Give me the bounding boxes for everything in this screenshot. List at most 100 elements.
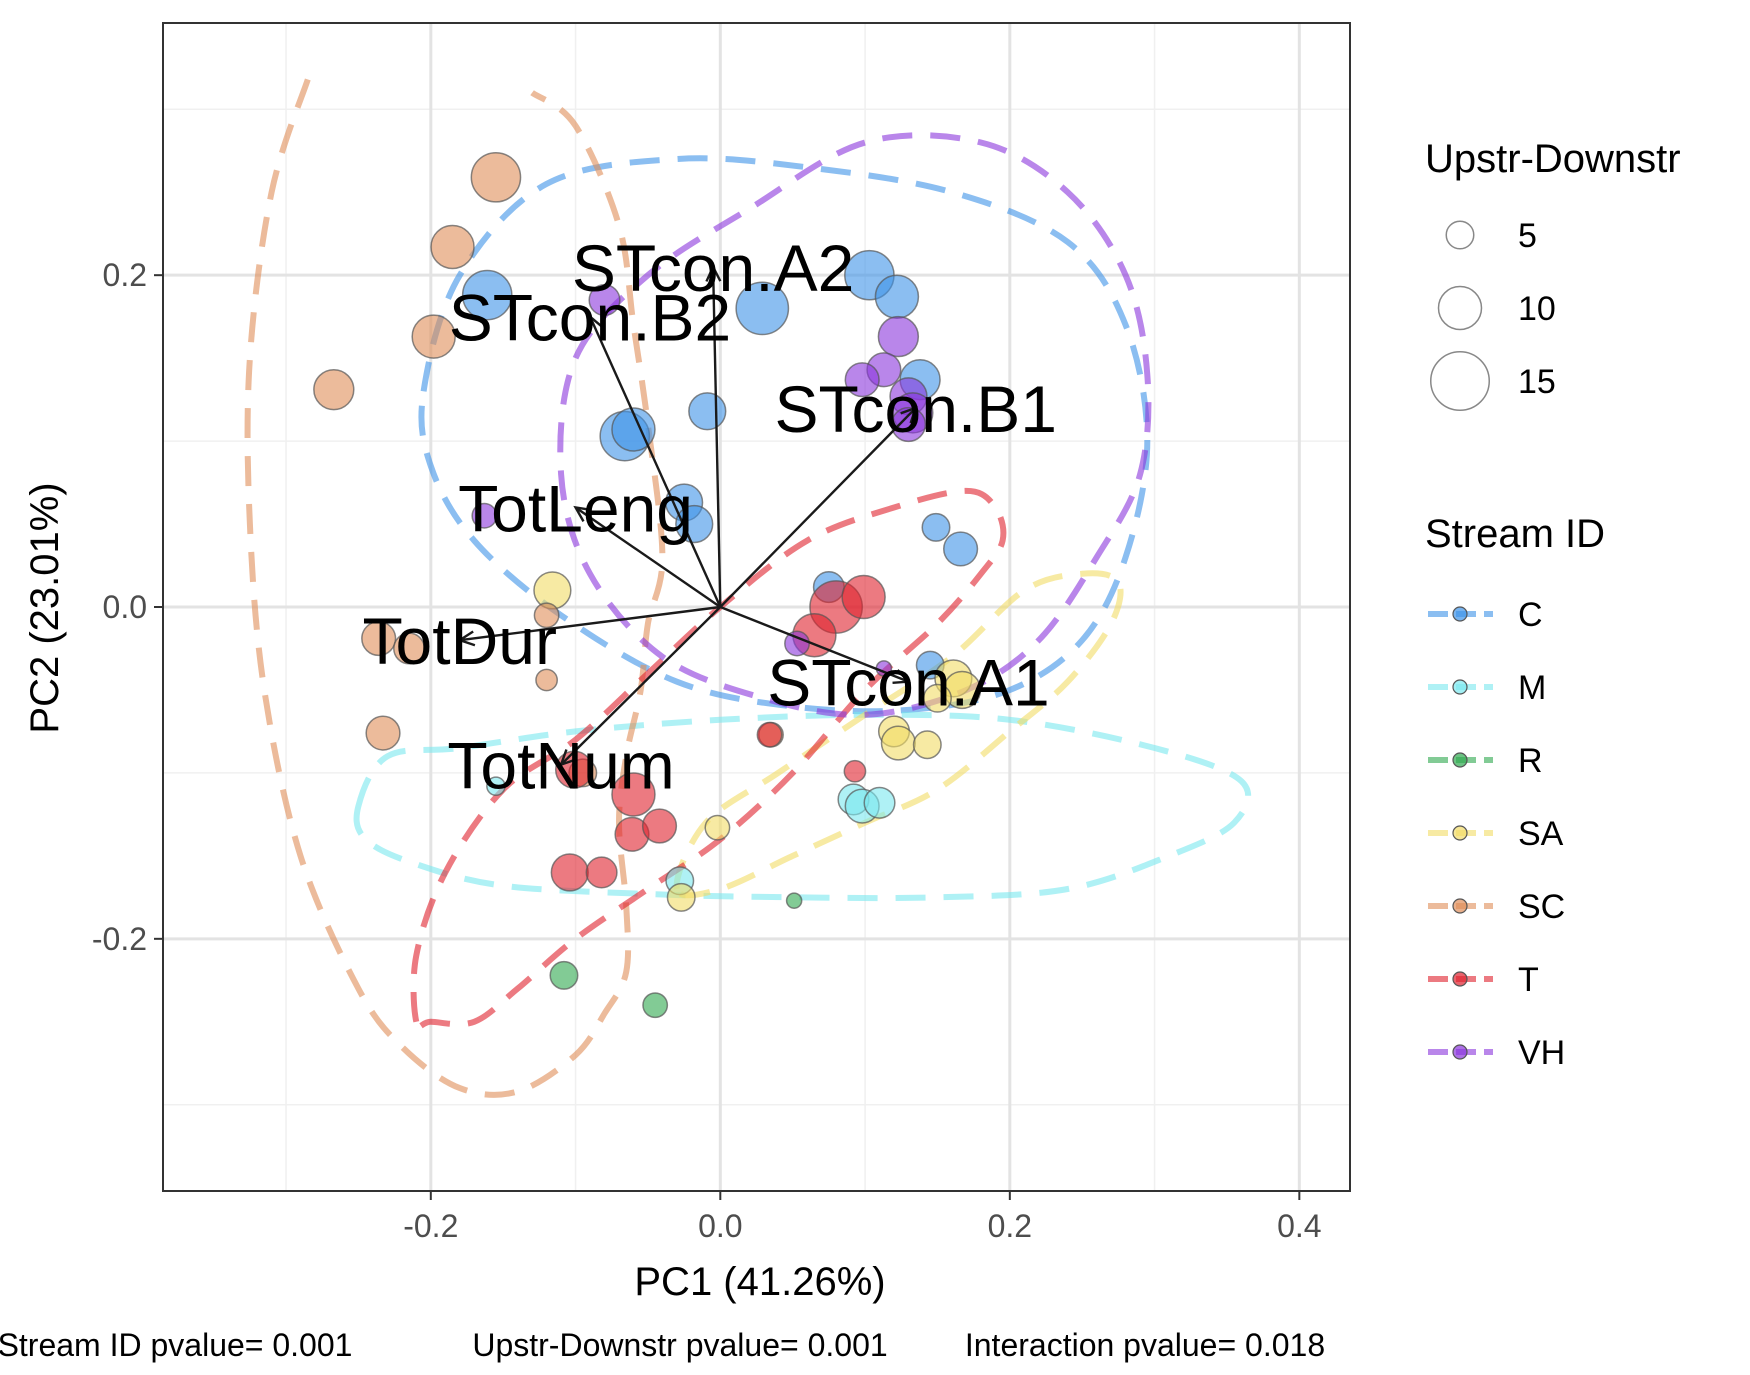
gridlines: [163, 23, 1350, 1191]
x-tick-label: 0.4: [1277, 1208, 1321, 1244]
point-sc: [470, 151, 522, 203]
y-tick-label: 0.2: [103, 257, 147, 293]
point-r: [642, 992, 669, 1019]
point-sa: [912, 730, 942, 760]
loading-arrow: [560, 606, 722, 766]
loading-arrowhead: [705, 264, 722, 282]
y-tick-label: -0.2: [92, 921, 147, 957]
point-c: [675, 504, 714, 544]
loading-arrows: [457, 264, 918, 767]
point-sc: [393, 632, 426, 665]
point-sa: [880, 725, 916, 761]
color-legend-label: VH: [1518, 1034, 1565, 1072]
y-tick-label: 0.0: [103, 589, 147, 625]
loading-arrow: [719, 407, 917, 608]
loading-arrowhead: [588, 314, 604, 333]
footnote: Stream ID pvalue= 0.001 Upstr-Downstr pv…: [0, 1327, 1325, 1363]
point-c: [943, 531, 979, 567]
loading-label: TotDur: [363, 604, 557, 678]
loading-arrow: [459, 605, 721, 642]
color-legend-label: SC: [1518, 888, 1565, 926]
size-legend-label: 15: [1518, 363, 1556, 401]
point-sc: [365, 715, 401, 751]
color-legend-dot: [1452, 825, 1468, 841]
color-legend-dot: [1452, 898, 1468, 914]
point-c: [874, 274, 920, 319]
loading-arrowhead: [900, 405, 918, 424]
color-legend-label: T: [1518, 961, 1539, 999]
color-legend-title: Stream ID: [1425, 512, 1605, 556]
point-t: [756, 721, 783, 748]
point-t: [641, 808, 678, 844]
point-m: [863, 786, 896, 819]
color-legend-label: R: [1518, 742, 1543, 780]
ellipse-m: [353, 711, 1252, 902]
point-sc: [411, 314, 456, 359]
point-sc: [430, 224, 475, 270]
loading-label: TotNum: [447, 729, 674, 803]
point-sa: [704, 814, 731, 841]
x-axis-ticks: -0.2 0.0 0.2 0.4: [403, 1191, 1322, 1244]
ellipse-t: [410, 487, 1007, 1030]
size-legend-label: 10: [1518, 290, 1556, 328]
point-r: [785, 892, 803, 909]
point-vh: [877, 315, 920, 358]
loading-label: TotLeng: [458, 471, 693, 545]
size-legend-key: [1445, 220, 1475, 250]
color-legend-dot: [1452, 752, 1468, 768]
loading-label: STcon.A1: [767, 646, 1050, 720]
color-legend: Stream ID CMR SA SC T VH: [1425, 512, 1605, 1072]
footnote-stream-id: Stream ID pvalue= 0.001: [0, 1327, 352, 1363]
loading-label: STcon.B1: [774, 372, 1057, 446]
size-legend-key: [1437, 285, 1483, 331]
point-sa: [666, 882, 696, 912]
point-r: [549, 960, 579, 990]
color-legend-label: C: [1518, 596, 1543, 634]
x-tick-label: 0.2: [988, 1208, 1032, 1244]
footnote-upstr-downstr: Upstr-Downstr pvalue= 0.001: [472, 1327, 887, 1363]
size-legend-label: 5: [1518, 217, 1537, 255]
data-points: [313, 151, 982, 1019]
point-sc: [313, 368, 355, 411]
group-ellipses: [244, 78, 1252, 1098]
loading-arrow: [711, 266, 722, 608]
point-sc: [533, 602, 560, 629]
loading-arrowhead: [457, 630, 476, 647]
point-c: [461, 269, 513, 321]
point-t: [841, 574, 886, 620]
x-tick-label: 0.0: [698, 1208, 742, 1244]
y-axis-title: PC2 (23.01%): [23, 482, 67, 733]
point-t: [843, 759, 867, 783]
ellipse-sc: [244, 78, 666, 1098]
point-t: [611, 772, 656, 817]
point-sa: [922, 683, 952, 713]
point-vh: [588, 284, 621, 317]
point-sc: [361, 620, 397, 657]
color-legend-dot: [1452, 606, 1468, 622]
loading-arrowhead: [559, 749, 577, 767]
point-vh: [844, 362, 880, 398]
loading-label: STcon.B2: [449, 281, 732, 355]
loading-arrowhead: [892, 669, 912, 685]
color-legend-dot: [1452, 1044, 1468, 1060]
point-vh: [471, 502, 498, 529]
point-c: [735, 281, 790, 336]
size-legend-title: Upstr-Downstr: [1425, 137, 1681, 181]
point-t: [585, 856, 618, 889]
point-m: [486, 776, 506, 797]
color-legend-label: SA: [1518, 815, 1564, 853]
ellipse-vh: [557, 132, 1152, 718]
color-legend-label: M: [1518, 669, 1546, 707]
loading-arrow: [719, 605, 909, 683]
color-legend-dot: [1452, 679, 1468, 695]
footnote-interaction: Interaction pvalue= 0.018: [965, 1327, 1325, 1363]
size-legend: Upstr-Downstr 5 10 15: [1425, 137, 1681, 411]
point-c: [688, 392, 727, 431]
x-tick-label: -0.2: [403, 1208, 458, 1244]
ellipse-c: [418, 155, 1151, 715]
loading-arrow: [574, 506, 721, 608]
y-axis-ticks: -0.2 0.0 0.2: [92, 257, 163, 957]
